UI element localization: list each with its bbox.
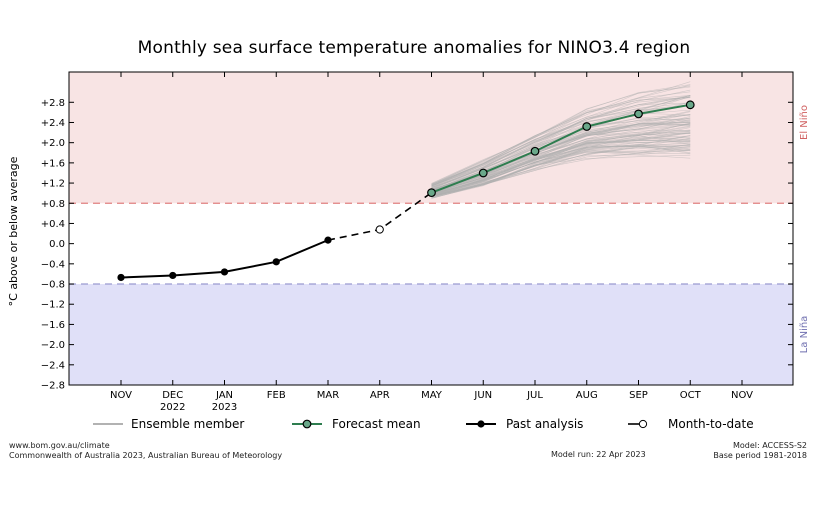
legend-mtd-marker: [638, 419, 648, 429]
ensemble-member-line: [431, 154, 691, 199]
x-tick-label: MAR: [317, 390, 339, 401]
footer-url: www.bom.gov.au/climate: [9, 441, 110, 450]
y-tick-label: −1.6: [41, 320, 65, 331]
el-nino-label: El Niño: [799, 105, 810, 140]
y-tick-label: −2.0: [41, 340, 65, 351]
ensemble-member-line: [431, 140, 691, 197]
x-tick-label: APR: [370, 390, 390, 401]
x-tick-label: JUL: [526, 390, 543, 401]
ensemble-member-line: [431, 119, 691, 192]
legend-forecast-marker: [302, 419, 312, 429]
y-tick-label: −2.8: [41, 381, 65, 392]
x-tick-year-label: 2022: [160, 402, 185, 413]
footer-left: www.bom.gov.au/climate Commonwealth of A…: [9, 441, 282, 461]
ensemble-member-line: [431, 119, 691, 191]
forecast-mean-point: [582, 122, 592, 131]
x-tick-label: SEP: [629, 390, 648, 401]
ensemble-member-line: [431, 104, 691, 190]
ensemble-member-line: [431, 86, 691, 185]
la-nina-region: [69, 284, 793, 385]
ensemble-member-line: [431, 84, 691, 185]
y-axis-label: °C above or below average: [7, 156, 20, 306]
ensemble-member-line: [431, 95, 691, 187]
y-tick-label: −1.2: [41, 300, 65, 311]
ensemble-member-line: [431, 84, 691, 186]
x-tick-label: MAY: [421, 390, 443, 401]
forecast-mean-point: [478, 168, 488, 178]
forecast-mean-point: [634, 109, 643, 119]
y-tick-label: +1.6: [41, 158, 65, 169]
y-tick-label: −2.4: [41, 360, 65, 371]
x-tick-label: NOV: [731, 390, 753, 401]
legend-ensemble-label: Ensemble member: [131, 417, 244, 431]
legend-forecast-label: Forecast mean: [332, 417, 421, 431]
ensemble-member-line: [431, 145, 691, 197]
footer-model-run: Model run: 22 Apr 2023: [551, 450, 646, 459]
past-analysis-point: [220, 268, 229, 276]
legend-mtd-label: Month-to-date: [668, 417, 754, 431]
footer-copyright: Commonwealth of Australia 2023, Australi…: [9, 451, 283, 460]
y-tick-label: +1.2: [41, 179, 65, 190]
x-tick-label: JUN: [473, 390, 492, 401]
y-tick-label: +2.8: [41, 98, 65, 109]
forecast-mean-point: [530, 146, 540, 156]
legend-past-label: Past analysis: [506, 417, 583, 431]
y-tick-label: −0.4: [41, 259, 65, 270]
y-tick-label: 0.0: [49, 239, 65, 250]
y-tick-label: +0.8: [41, 199, 65, 210]
ensemble-member-line: [431, 142, 691, 197]
x-tick-label: FEB: [267, 390, 286, 401]
ensemble-member-line: [431, 112, 691, 189]
past-analysis-point: [324, 236, 332, 244]
forecast-mean-line: [431, 103, 691, 194]
ensemble-member-line: [431, 127, 691, 194]
y-tick-label: −0.8: [41, 280, 65, 291]
la-nina-label: La Niña: [799, 316, 810, 354]
ensemble-member-line: [431, 89, 691, 187]
x-tick-label: OCT: [680, 390, 702, 401]
ensemble-member-line: [431, 126, 691, 195]
past-analysis-point: [272, 258, 280, 266]
forecast-mean-point: [427, 188, 436, 198]
x-tick-label: AUG: [576, 390, 598, 401]
footer-model: Model: ACCESS-S2: [732, 441, 807, 450]
x-tick-label: NOV: [110, 390, 132, 401]
y-tick-label: +0.4: [41, 219, 65, 230]
forecast-mean-point: [685, 100, 695, 110]
past-analysis-point: [169, 271, 177, 280]
ensemble-member-line: [431, 133, 691, 193]
past-analysis-point: [117, 273, 125, 282]
chart-title: Monthly sea surface temperature anomalie…: [137, 38, 691, 58]
month-to-date-point: [375, 225, 384, 234]
y-tick-label: +2.4: [41, 118, 65, 129]
footer-right: Model: ACCESS-S2 Base period 1981-2018: [713, 441, 807, 461]
ensemble-member-line: [431, 144, 691, 196]
x-tick-label: DEC: [162, 390, 183, 401]
footer-base-period: Base period 1981-2018: [713, 451, 807, 460]
x-tick-year-label: 2023: [212, 402, 237, 413]
x-tick-label: JAN: [215, 390, 233, 401]
ensemble-member-line: [431, 139, 691, 196]
y-tick-label: +2.0: [41, 138, 65, 149]
legend-past-marker: [477, 420, 485, 428]
ensemble-member-line: [431, 123, 691, 192]
ensemble-member-line: [431, 132, 691, 194]
